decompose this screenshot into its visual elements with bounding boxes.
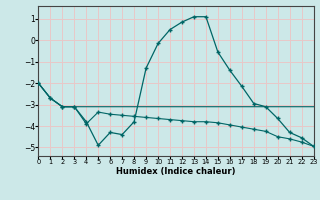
X-axis label: Humidex (Indice chaleur): Humidex (Indice chaleur) xyxy=(116,167,236,176)
